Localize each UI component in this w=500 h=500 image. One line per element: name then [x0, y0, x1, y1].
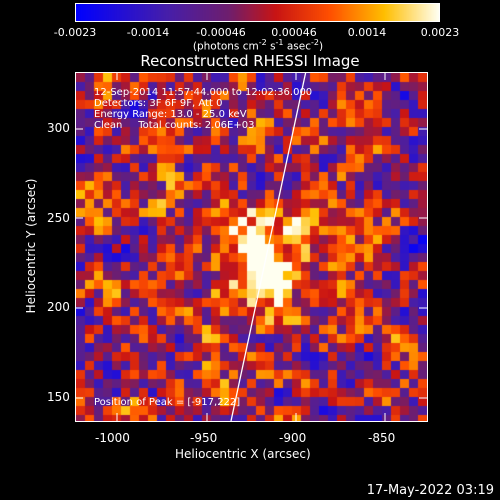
rhessi-image	[76, 73, 427, 421]
colorbar	[75, 3, 440, 22]
y-axis-label: Heliocentric Y (arcsec)	[24, 178, 38, 314]
timestamp-footer: 17-May-2022 03:19	[366, 483, 494, 498]
y-tick-label: 200	[47, 300, 70, 314]
detectors-text: Detectors: 3F 6F 9F, Att 0	[94, 98, 223, 109]
colorbar-unit-label: (photons cm-2 s-1 asec-2)	[192, 38, 324, 53]
x-tick-label: -1000	[95, 431, 130, 445]
energy-range-text: Energy Range: 13.0 - 25.0 keV	[94, 109, 247, 120]
colorbar-tick-label: 0.0023	[420, 26, 460, 39]
y-tick-label: 150	[47, 390, 70, 404]
y-tick-label: 250	[47, 211, 70, 225]
y-tick-label: 300	[47, 121, 70, 135]
time-range-text: 12-Sep-2014 11:57:44.000 to 12:02:36.000	[94, 87, 313, 98]
peak-position-text: Position of Peak = [-917,222]	[94, 397, 241, 408]
x-tick-label: -950	[190, 431, 218, 445]
colorbar-tick-label: -0.0023	[53, 26, 97, 39]
clean-counts-text: Clean Total counts: 2.06E+03	[94, 120, 255, 131]
colorbar-tick-label: -0.0014	[126, 26, 170, 39]
colorbar-tick-label: 0.0014	[347, 26, 387, 39]
x-tick-label: -850	[368, 431, 396, 445]
plot-area: 12-Sep-2014 11:57:44.000 to 12:02:36.000…	[75, 72, 428, 422]
colorbar-tick-label: 0.00046	[271, 26, 317, 39]
colorbar-tick-label: -0.00046	[196, 26, 246, 39]
x-tick-label: -900	[279, 431, 307, 445]
limb-line	[230, 73, 307, 421]
x-axis-label: Heliocentric X (arcsec)	[175, 447, 311, 461]
plot-title: Reconstructed RHESSI Image	[140, 52, 360, 70]
